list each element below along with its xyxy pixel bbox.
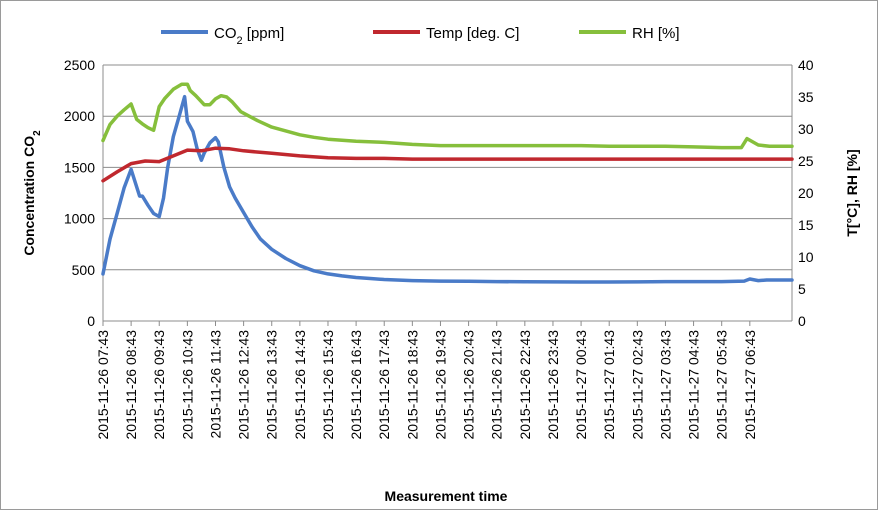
series-line-temp [101, 146, 794, 183]
x-tick-label: 2015-11-26 23:43 [545, 330, 561, 440]
axes [102, 65, 793, 326]
x-tick-label: 2015-11-26 15:43 [320, 330, 336, 440]
y2-tick-label: 0 [798, 313, 806, 329]
y-tick-label: 2500 [64, 57, 95, 73]
y-axis-title: Concentration CO2 [21, 130, 43, 256]
y2-tick-label: 35 [798, 89, 814, 105]
legend-label-rh: RH [%] [632, 25, 680, 42]
x-tick-label: 2015-11-27 05:43 [714, 330, 730, 440]
x-tick-label: 2015-11-27 04:43 [686, 330, 702, 440]
y2-tick-label: 40 [798, 57, 814, 73]
x-tick-label: 2015-11-26 17:43 [376, 330, 392, 440]
x-tick-label: 2015-11-27 02:43 [629, 330, 645, 440]
x-axis-title: Measurement time [385, 488, 508, 504]
x-tick-label: 2015-11-26 09:43 [151, 330, 167, 440]
y-tick-label: 2000 [64, 108, 95, 124]
x-tick-label: 2015-11-26 16:43 [348, 330, 364, 440]
y2-tick-label: 5 [798, 281, 806, 297]
y2-tick-label: 15 [798, 217, 814, 233]
x-tick-label: 2015-11-26 11:43 [207, 330, 223, 439]
x-tick-label: 2015-11-26 07:43 [95, 330, 111, 440]
y2-tick-label: 20 [798, 185, 814, 201]
x-tick-label: 2015-11-26 20:43 [461, 330, 477, 440]
y2-tick-label: 10 [798, 249, 814, 265]
x-tick-label: 2015-11-26 14:43 [292, 330, 308, 440]
x-tick-label: 2015-11-27 01:43 [601, 330, 617, 440]
tick-labels: 0 500 1000 1500 2000 2500 0 5 10 15 20 25 30 35 40 2015… [64, 57, 814, 440]
x-tick-label: 2015-11-26 22:43 [517, 330, 533, 440]
series-line-co2 [101, 94, 794, 284]
legend-label-co2: CO2 [ppm] [214, 25, 284, 47]
x-tick-label: 2015-11-26 10:43 [179, 330, 195, 440]
y-tick-label: 1500 [64, 159, 95, 175]
x-tick-label: 2015-11-26 18:43 [404, 330, 420, 440]
legend-label-temp: Temp [deg. C] [426, 25, 519, 42]
x-tick-label: 2015-11-26 08:43 [123, 330, 139, 440]
y-tick-label: 1000 [64, 211, 95, 227]
y-tick-label: 500 [72, 262, 96, 278]
x-tick-label: 2015-11-27 00:43 [573, 330, 589, 440]
x-tick-label: 2015-11-26 19:43 [432, 330, 448, 440]
y2-tick-label: 25 [798, 153, 814, 169]
series-line-rh [101, 82, 794, 150]
x-tick-label: 2015-11-27 06:43 [742, 330, 758, 440]
x-tick-label: 2015-11-26 12:43 [236, 330, 252, 440]
y-tick-label: 0 [87, 313, 95, 329]
y2-tick-label: 30 [798, 121, 814, 137]
x-tick-label: 2015-11-26 13:43 [264, 330, 280, 440]
series-lines [101, 82, 794, 284]
x-tick-label: 2015-11-27 03:43 [657, 330, 673, 440]
y2-axis-title: T[°C], RH [%] [844, 149, 860, 236]
x-tick-label: 2015-11-26 21:43 [489, 330, 505, 440]
gridlines [103, 64, 792, 271]
legend: CO2 [ppm] Temp [deg. C] RH [%] [161, 25, 680, 47]
